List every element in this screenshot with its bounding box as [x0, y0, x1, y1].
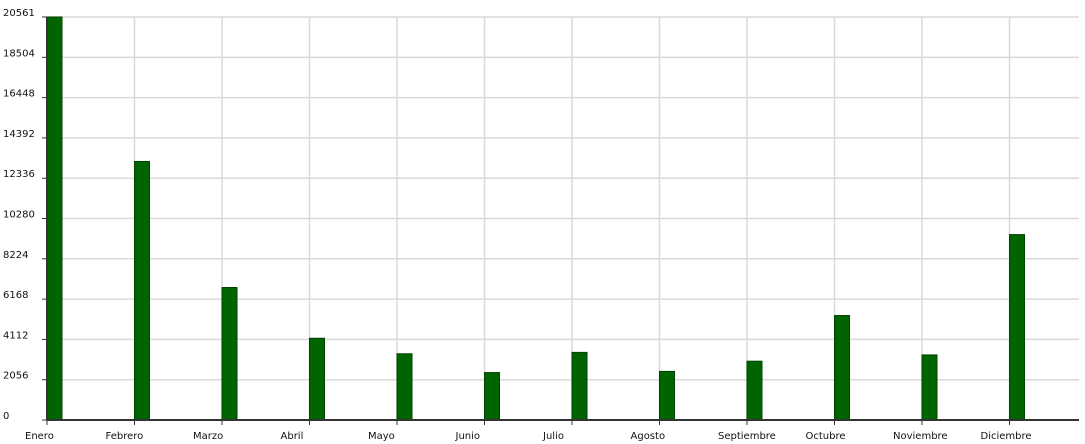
y-tick-label: 14392 — [3, 129, 35, 140]
y-tick-label: 18504 — [3, 48, 35, 59]
bar-noviembre — [921, 354, 938, 421]
bar-mayo — [396, 353, 413, 421]
y-tick-label: 20561 — [3, 8, 35, 19]
y-tick-labels: 0 2056 4112 6168 8224 10280 12336 14392 16448 185… — [3, 8, 35, 422]
y-tick-label: 8224 — [3, 250, 28, 261]
y-tick-label: 6168 — [3, 290, 28, 301]
x-label-abril: Abril — [281, 431, 304, 442]
x-category-labels: Enero Febrero Marzo Abril Mayo Junio Julio Agos… — [25, 431, 1032, 442]
bar-diciembre — [1009, 234, 1025, 421]
x-label-diciembre: Diciembre — [981, 431, 1032, 442]
bar-febrero — [134, 160, 150, 421]
bar-junio — [484, 372, 500, 421]
x-label-noviembre: Noviembre — [893, 431, 948, 442]
x-label-septiembre: Septiembre — [718, 431, 776, 442]
y-tick-label: 16448 — [3, 89, 35, 100]
bar-abril — [309, 337, 325, 421]
x-label-marzo: Marzo — [193, 431, 223, 442]
bar-septiembre — [746, 360, 763, 421]
y-tick-label: 12336 — [3, 169, 35, 180]
x-label-agosto: Agosto — [631, 431, 666, 442]
y-tick-label: 2056 — [3, 371, 28, 382]
bar-octubre — [834, 315, 850, 421]
y-tick-label: 0 — [3, 411, 9, 422]
x-label-octubre: Octubre — [806, 431, 846, 442]
bar-enero — [46, 16, 63, 421]
bar-marzo — [221, 287, 238, 421]
grid-lines — [47, 16, 1079, 420]
x-label-julio: Julio — [542, 431, 564, 442]
axes — [42, 16, 1079, 425]
bar-julio — [571, 351, 588, 421]
x-label-febrero: Febrero — [106, 431, 144, 442]
y-tick-label: 10280 — [3, 210, 35, 221]
x-label-enero: Enero — [25, 431, 54, 442]
x-label-mayo: Mayo — [368, 431, 395, 442]
y-tick-label: 4112 — [3, 330, 28, 341]
x-label-junio: Junio — [455, 431, 481, 442]
bar-agosto — [659, 370, 675, 421]
